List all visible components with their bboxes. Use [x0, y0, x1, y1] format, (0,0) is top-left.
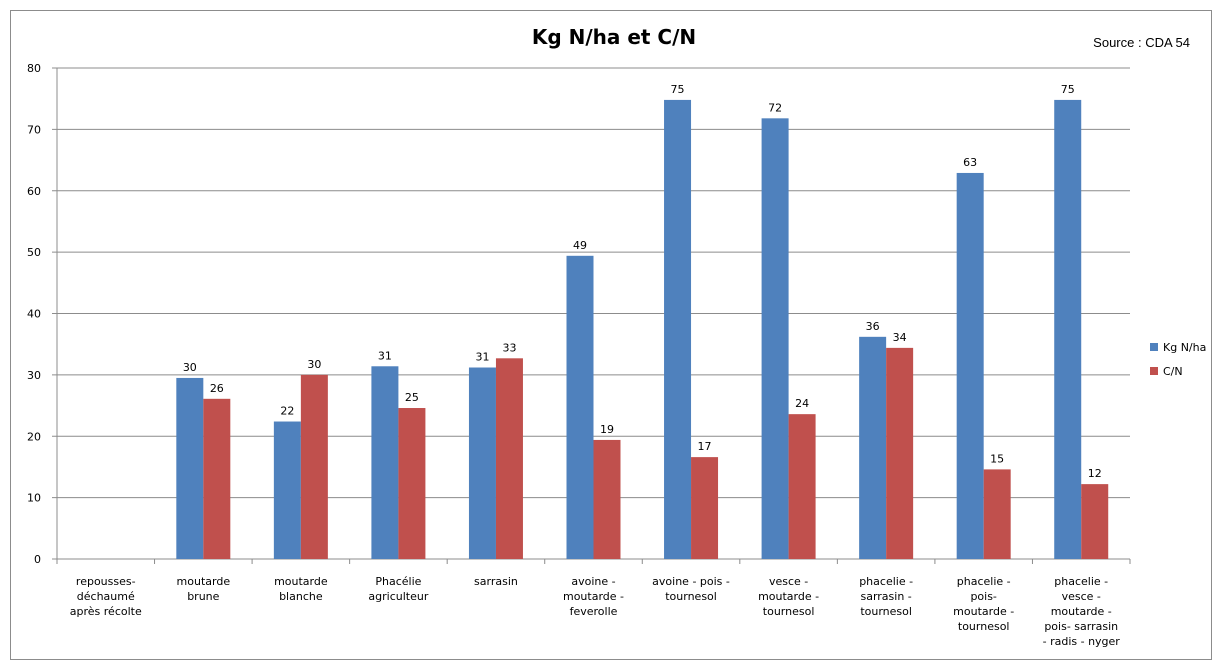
x-category-label: repousses-déchaumé après récolte: [70, 575, 142, 618]
y-tick-label: 0: [34, 553, 41, 566]
bar-cn: [983, 469, 1011, 559]
data-label: 75: [671, 83, 685, 96]
y-axis-ticks: 0 10 20 30 40 50 60 70 80: [27, 62, 41, 566]
bar-cn: [300, 374, 328, 559]
data-label: 24: [795, 397, 809, 410]
bar-kgn: [1054, 99, 1082, 559]
x-category-label: moutarde blanche: [274, 575, 328, 603]
data-label: 31: [378, 349, 392, 362]
chart-title: Kg N/ha et C/N: [532, 25, 696, 49]
data-label: 34: [893, 331, 907, 344]
legend: Kg N/ha C/N: [1150, 341, 1206, 378]
data-label: 15: [990, 452, 1004, 465]
data-labels: 30 22 31 31 49 75 72 36 63 75 26 30 25 33 19 17 24 34 15 12: [183, 83, 1102, 480]
y-tick-label: 50: [27, 246, 41, 259]
chart-frame: [10, 10, 1212, 660]
y-tick-label: 60: [27, 185, 41, 198]
x-category-label: phacelie -vesce -moutarde -pois- sarrasi…: [1043, 575, 1121, 648]
y-tick-label: 20: [27, 430, 41, 443]
bar-cn: [691, 457, 719, 559]
x-category-label: phacelie -sarrasin -tournesol: [859, 575, 913, 618]
x-category-label: avoine -moutarde -feverolle: [563, 575, 624, 618]
data-label: 72: [768, 101, 782, 114]
data-label: 26: [210, 382, 224, 395]
bar-cn: [886, 347, 914, 559]
bars: [176, 99, 1109, 560]
data-label: 30: [307, 358, 321, 371]
chart-source: Source : CDA 54: [1093, 35, 1190, 50]
legend-swatch: [1150, 367, 1158, 375]
x-category-label: sarrasin: [474, 575, 518, 588]
x-category-label: moutarde brune: [177, 575, 231, 603]
bar-kgn: [566, 255, 594, 559]
x-category-label: vesce -moutarde -tournesol: [758, 575, 819, 618]
x-axis-categories: repousses-déchaumé après récolte moutarde b…: [70, 575, 1121, 648]
bar-cn: [1081, 484, 1109, 559]
x-category-label: phacelie -pois-moutarde -tournesol: [953, 575, 1014, 633]
data-label: 49: [573, 239, 587, 252]
data-label: 31: [475, 351, 489, 364]
legend-swatch: [1150, 343, 1158, 351]
bar-cn: [203, 398, 231, 559]
bar-cn: [593, 439, 621, 559]
y-tick-label: 80: [27, 62, 41, 75]
data-label: 17: [698, 440, 712, 453]
legend-label: Kg N/ha: [1163, 341, 1206, 354]
bar-cn: [495, 358, 523, 559]
bar-kgn: [468, 367, 496, 559]
y-tick-label: 30: [27, 369, 41, 382]
legend-label: C/N: [1163, 365, 1183, 378]
y-tick-label: 70: [27, 123, 41, 136]
x-category-label: avoine - pois -tournesol: [652, 575, 730, 603]
bar-kgn: [273, 421, 301, 559]
bar-kgn: [859, 336, 887, 559]
data-label: 12: [1088, 467, 1102, 480]
y-tick-label: 40: [27, 308, 41, 321]
y-tick-label: 10: [27, 492, 41, 505]
bar-kgn: [664, 99, 692, 559]
bar-kgn: [956, 172, 984, 560]
bar-kgn: [176, 377, 204, 559]
data-label: 63: [963, 156, 977, 169]
x-category-label: Phacélie agriculteur: [368, 575, 428, 603]
data-label: 22: [280, 405, 294, 418]
data-label: 25: [405, 391, 419, 404]
data-label: 33: [502, 341, 516, 354]
bar-cn: [398, 408, 426, 559]
data-label: 36: [866, 320, 880, 333]
bar-cn: [788, 414, 816, 559]
bar-kgn: [761, 118, 789, 559]
bar-kgn: [371, 366, 399, 559]
data-label: 75: [1061, 83, 1075, 96]
data-label: 19: [600, 423, 614, 436]
data-label: 30: [183, 361, 197, 374]
